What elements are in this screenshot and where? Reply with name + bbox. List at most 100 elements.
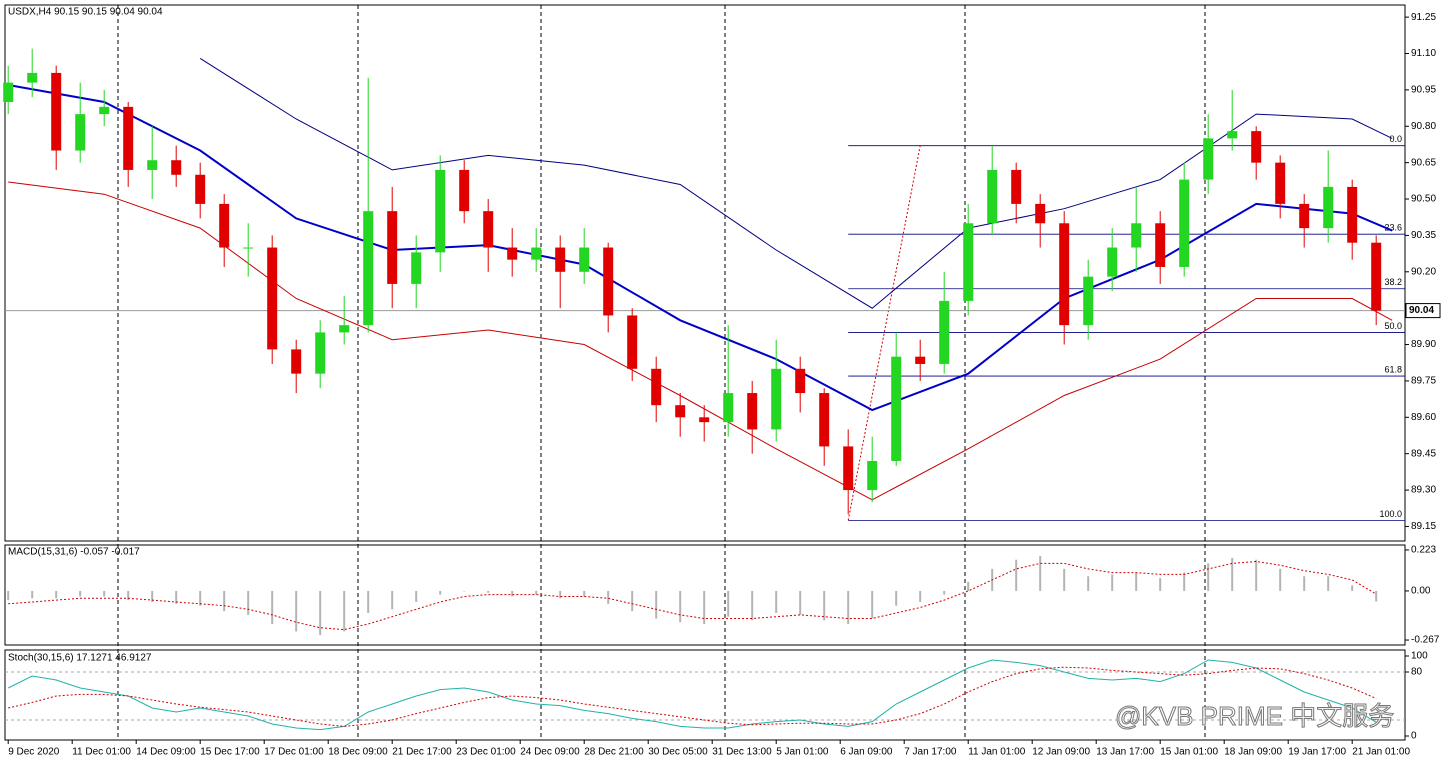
y-tick-label: 0	[1411, 731, 1417, 742]
candle-body	[603, 247, 614, 316]
candle-body	[171, 160, 182, 175]
x-tick-label: 7 Jan 17:00	[904, 747, 957, 758]
x-tick-label: 5 Jan 01:00	[776, 747, 829, 758]
macd-bar	[367, 590, 370, 614]
macd-bar	[415, 590, 418, 602]
macd-signal	[8, 560, 1377, 631]
candle-body	[555, 247, 566, 272]
macd-bar	[127, 590, 130, 601]
candle-body	[1323, 186, 1334, 229]
candle-body	[435, 169, 446, 253]
candle-body	[1299, 203, 1310, 229]
macd-bar	[175, 590, 178, 604]
x-tick-label: 15 Dec 17:00	[200, 747, 260, 758]
x-tick-label: 28 Dec 21:00	[584, 747, 644, 758]
x-tick-label: 18 Dec 09:00	[328, 747, 388, 758]
candle-body	[1179, 179, 1190, 267]
y-tick-label: 89.45	[1411, 448, 1436, 459]
macd-bar	[895, 590, 898, 606]
macd-bar	[607, 590, 610, 604]
candle-body	[891, 356, 902, 461]
stoch-pane	[4, 649, 1406, 741]
macd-bar	[535, 590, 538, 595]
candle-body	[219, 203, 230, 248]
macd-bar	[679, 590, 682, 623]
candle-body	[1347, 186, 1358, 243]
macd-bar	[1255, 559, 1258, 591]
macd-bar	[967, 581, 970, 591]
fib-trend	[847, 145, 921, 521]
macd-bar	[919, 590, 922, 602]
candle-body	[579, 247, 590, 272]
macd-bar	[847, 590, 850, 625]
macd-bar	[1087, 576, 1090, 591]
macd-bar	[1375, 590, 1378, 602]
candle-body	[771, 368, 782, 430]
candle-body	[819, 393, 830, 447]
y-tick-label: 89.15	[1411, 521, 1436, 532]
macd-bar	[223, 590, 226, 612]
y-tick-label: 90.80	[1411, 121, 1436, 132]
x-tick-label: 11 Dec 01:00	[72, 747, 131, 758]
candle-body	[939, 300, 950, 364]
y-tick-label: 89.90	[1411, 339, 1436, 350]
macd-bar	[31, 590, 34, 599]
stoch-signal	[8, 666, 1377, 727]
x-tick-label: 15 Jan 01:00	[1160, 747, 1218, 758]
macd-bar	[199, 590, 202, 606]
macd-bar	[775, 590, 778, 614]
macd-bar	[1135, 572, 1138, 591]
fib-label: 23.6	[1384, 223, 1402, 233]
candle-body	[75, 114, 86, 151]
stoch-title: Stoch(30,15,6) 17.1271 46.9127	[8, 653, 152, 664]
macd-bar	[319, 590, 322, 636]
x-tick-label: 18 Jan 09:00	[1224, 747, 1282, 758]
y-tick-label: 89.75	[1411, 376, 1436, 387]
candle-body	[147, 160, 158, 170]
macd-bar	[1327, 576, 1330, 591]
macd-bar	[1015, 559, 1018, 591]
candle-body	[747, 393, 758, 430]
candle-body	[363, 211, 374, 326]
candle-body	[1011, 169, 1022, 204]
macd-bar	[1303, 576, 1306, 591]
fib-label: 50.0	[1384, 321, 1402, 331]
fib-label: 0.0	[1389, 134, 1402, 144]
overlay-line	[199, 57, 1393, 309]
fib-label: 100.0	[1379, 509, 1402, 519]
macd-bar	[1039, 556, 1042, 591]
last-price-label: 90.04	[1409, 305, 1434, 316]
candle-body	[1203, 138, 1214, 180]
x-tick-label: 11 Jan 01:00	[968, 747, 1026, 758]
x-tick-label: 6 Jan 09:00	[840, 747, 893, 758]
candle-body	[1371, 242, 1382, 311]
macd-bar	[391, 590, 394, 610]
macd-title: MACD(15,31,6) -0.057 -0.017	[8, 547, 140, 558]
macd-bar	[151, 590, 154, 602]
candle-body	[1227, 131, 1238, 139]
y-tick-label: 100	[1411, 651, 1428, 662]
y-tick-label: 90.95	[1411, 85, 1436, 96]
macd-bar	[295, 590, 298, 632]
macd-bar	[463, 590, 466, 592]
y-tick-label: 90.20	[1411, 266, 1436, 277]
candle-body	[1059, 223, 1070, 326]
y-tick-label: 89.60	[1411, 412, 1436, 423]
y-tick-label: 90.35	[1411, 230, 1436, 241]
candle-body	[675, 405, 686, 418]
candle-body	[27, 72, 38, 83]
candle-body	[963, 223, 974, 301]
candle-body	[843, 446, 854, 491]
candle-body	[651, 368, 662, 406]
macd-bar	[1183, 572, 1186, 591]
candle-body	[1275, 162, 1286, 204]
x-tick-label: 14 Dec 09:00	[136, 747, 196, 758]
macd-bar	[703, 590, 706, 625]
x-tick-label: 31 Dec 13:00	[712, 747, 772, 758]
x-tick-label: 19 Jan 17:00	[1288, 747, 1346, 758]
macd-bar	[7, 590, 10, 601]
candle-body	[627, 315, 638, 369]
candle-body	[723, 393, 734, 423]
